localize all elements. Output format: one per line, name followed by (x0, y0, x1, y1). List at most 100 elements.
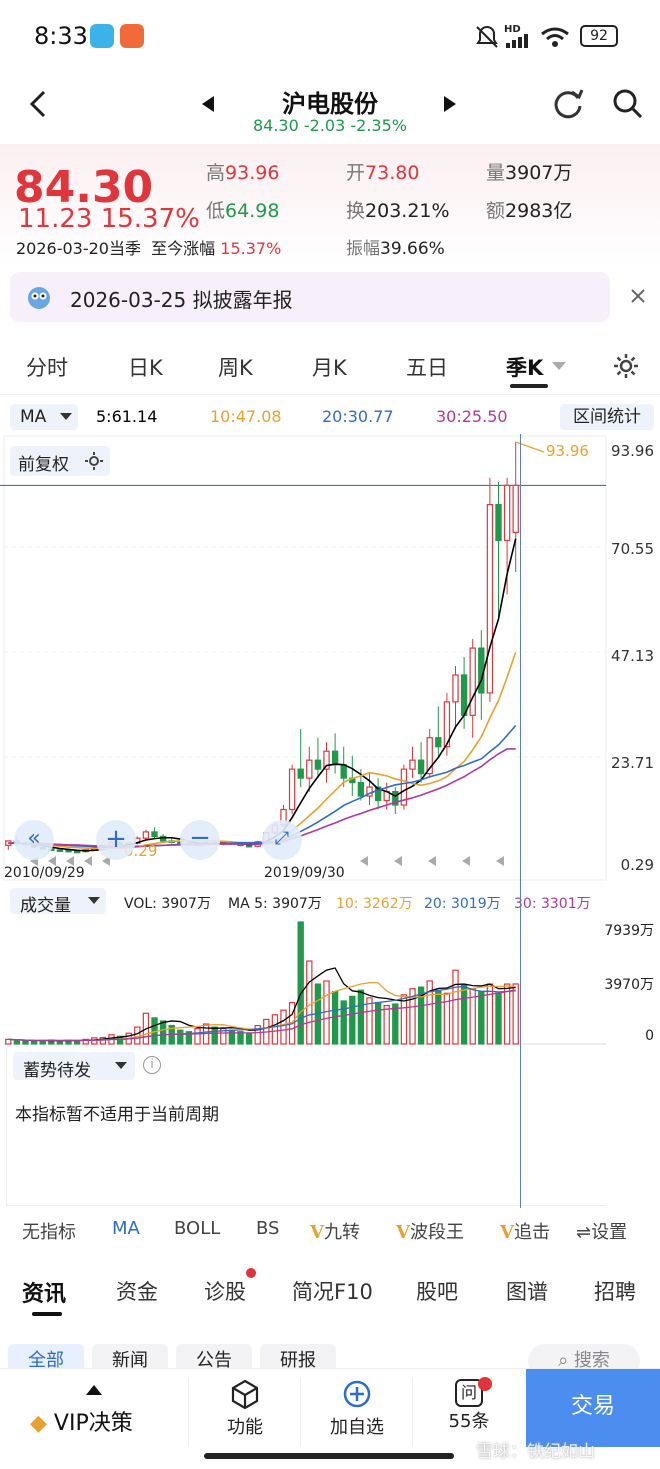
info-icon[interactable]: i (143, 1056, 161, 1074)
open-value: 73.80 (365, 162, 420, 184)
zoom-out-button[interactable]: − (180, 820, 220, 860)
candle-body (357, 781, 365, 797)
header-change: -2.03 (303, 116, 346, 135)
notice-banner[interactable]: 2026-03-25 拟披露年报 (10, 272, 610, 322)
tab-daily[interactable]: 日K (128, 356, 163, 380)
kline-svg (0, 435, 607, 881)
tab-jobs[interactable]: 招聘 (594, 1280, 636, 1304)
ma-selector[interactable]: MA (10, 404, 78, 430)
vol-tick-mid: 3970万 (604, 977, 654, 993)
red-dot-badge (246, 1268, 256, 1278)
expand-button[interactable]: ⤢ (262, 820, 302, 860)
kline-chart[interactable]: 前复权 93.96 70.55 47.13 23.71 0.29 93.96 0… (0, 434, 660, 884)
ind-settings[interactable]: ⇌设置 (576, 1218, 628, 1244)
next-stock-icon[interactable] (444, 96, 458, 112)
x-label-start: 2010/09/29 (4, 865, 85, 881)
arrow-icon (48, 856, 56, 866)
volume-bar (228, 1029, 236, 1045)
volume-bar (460, 985, 468, 1045)
search-icon[interactable] (612, 88, 644, 120)
tab-news[interactable]: 资讯 (22, 1282, 67, 1307)
volume-bar (340, 1000, 347, 1045)
volume-bar (30, 1040, 38, 1045)
ind-boll[interactable]: BOLL (174, 1218, 221, 1239)
xushi-selector[interactable]: 蓄势待发 (13, 1052, 135, 1081)
scroll-left-button[interactable]: « (14, 820, 54, 860)
tab-forum[interactable]: 股吧 (416, 1280, 458, 1304)
low-value: 64.98 (225, 200, 280, 222)
divider (412, 1377, 413, 1447)
vol-tick-max: 7939万 (604, 923, 654, 939)
add-watchlist-button[interactable]: 加自选 (320, 1379, 394, 1439)
volume-bar (116, 1035, 124, 1045)
adjust-selector[interactable]: 前复权 (10, 446, 110, 476)
candle-body (245, 844, 253, 848)
divider (300, 1377, 301, 1447)
tab-funds[interactable]: 资金 (116, 1280, 158, 1304)
arrow-icon (66, 856, 74, 866)
close-icon[interactable] (630, 288, 646, 304)
candle-body (452, 674, 459, 703)
y-tick-min: 0.29 (620, 856, 654, 874)
candle-body (443, 701, 451, 748)
bottom-nav: ◆ VIP决策 功能 加自选 问 55条 交易 雪球：铁纪如山 (0, 1368, 660, 1469)
ind-bs[interactable]: BS (256, 1218, 280, 1239)
ind-zhuiji[interactable]: V追击 (500, 1222, 550, 1243)
quote-panel: 84.30 11.23 15.37% 2026-03-20当季 至今涨幅 15.… (0, 144, 660, 266)
volume-bar (417, 986, 425, 1045)
tab-weekly[interactable]: 周K (218, 356, 253, 380)
volume-bar (503, 983, 511, 1045)
volume-bar (194, 1028, 201, 1045)
stock-header: 沪电股份 84.30 -2.03 -2.35% (0, 72, 660, 144)
volume-bar (409, 988, 416, 1045)
wifi-icon (541, 27, 569, 47)
chevron-down-icon (60, 413, 72, 420)
ind-boduan[interactable]: V波段王 (396, 1222, 464, 1243)
indicator-tabs: 无指标 MA BOLL BS V九转 V波段王 V追击 ⇌设置 (0, 1208, 660, 1252)
tab-monthly[interactable]: 月K (312, 356, 347, 380)
tab-graph[interactable]: 图谱 (506, 1280, 548, 1304)
high-label: 高 (206, 162, 226, 184)
tab-intraday[interactable]: 分时 (26, 356, 68, 380)
gear-icon[interactable] (612, 352, 640, 380)
prev-stock-icon[interactable] (202, 96, 216, 112)
battery-icon: 92 (580, 25, 618, 47)
range-stats-button[interactable]: 区间统计 (560, 404, 654, 430)
candle-body (65, 849, 72, 853)
vip-button[interactable]: ◆ VIP决策 (30, 1411, 133, 1436)
volume-bar (211, 1026, 218, 1045)
candle-body (56, 849, 64, 852)
volume-chart[interactable]: 7939万 3970万 0 (0, 916, 660, 1048)
amplitude-label: 振幅 (346, 239, 380, 259)
func-button[interactable]: 功能 (208, 1379, 282, 1439)
volume-bar (280, 1009, 287, 1045)
ask-button[interactable]: 问 55条 (432, 1379, 506, 1433)
tab-f10[interactable]: 简况F10 (292, 1280, 373, 1304)
refresh-icon[interactable] (552, 88, 584, 120)
tab-diagnose[interactable]: 诊股 (204, 1280, 246, 1304)
active-tab-indicator (510, 384, 548, 388)
zoom-in-button[interactable]: + (96, 820, 136, 860)
stock-title: 沪电股份 (282, 90, 378, 118)
volume-bar (91, 1037, 98, 1045)
vol-tick-zero: 0 (645, 1028, 654, 1044)
tab-quarterly[interactable]: 季K (506, 356, 544, 380)
ask-label: 55条 (448, 1411, 490, 1432)
candle-body (426, 737, 433, 775)
back-icon[interactable] (28, 90, 52, 118)
low-label: 低 (206, 200, 226, 222)
tab-fiveday[interactable]: 五日 (406, 356, 448, 380)
change-pct: 15.37% (100, 204, 200, 234)
period-tabs: 分时 日K 周K 月K 五日 季K (0, 340, 660, 392)
y-tick-2: 70.55 (611, 540, 654, 558)
xushi-panel: 蓄势待发 i 本指标暂不适用于当前周期 (6, 1048, 606, 1206)
ind-jiuzhuan[interactable]: V九转 (310, 1222, 360, 1243)
volume-selector[interactable]: 成交量 (10, 888, 106, 916)
candle-body (306, 759, 313, 779)
crosshair-line (520, 434, 521, 1208)
trade-button[interactable]: 交易 (526, 1369, 660, 1447)
ind-ma[interactable]: MA (112, 1218, 140, 1239)
vol-ma20: 20: 3019万 (424, 896, 501, 912)
ind-none[interactable]: 无指标 (22, 1222, 76, 1243)
owl-icon (28, 287, 50, 309)
